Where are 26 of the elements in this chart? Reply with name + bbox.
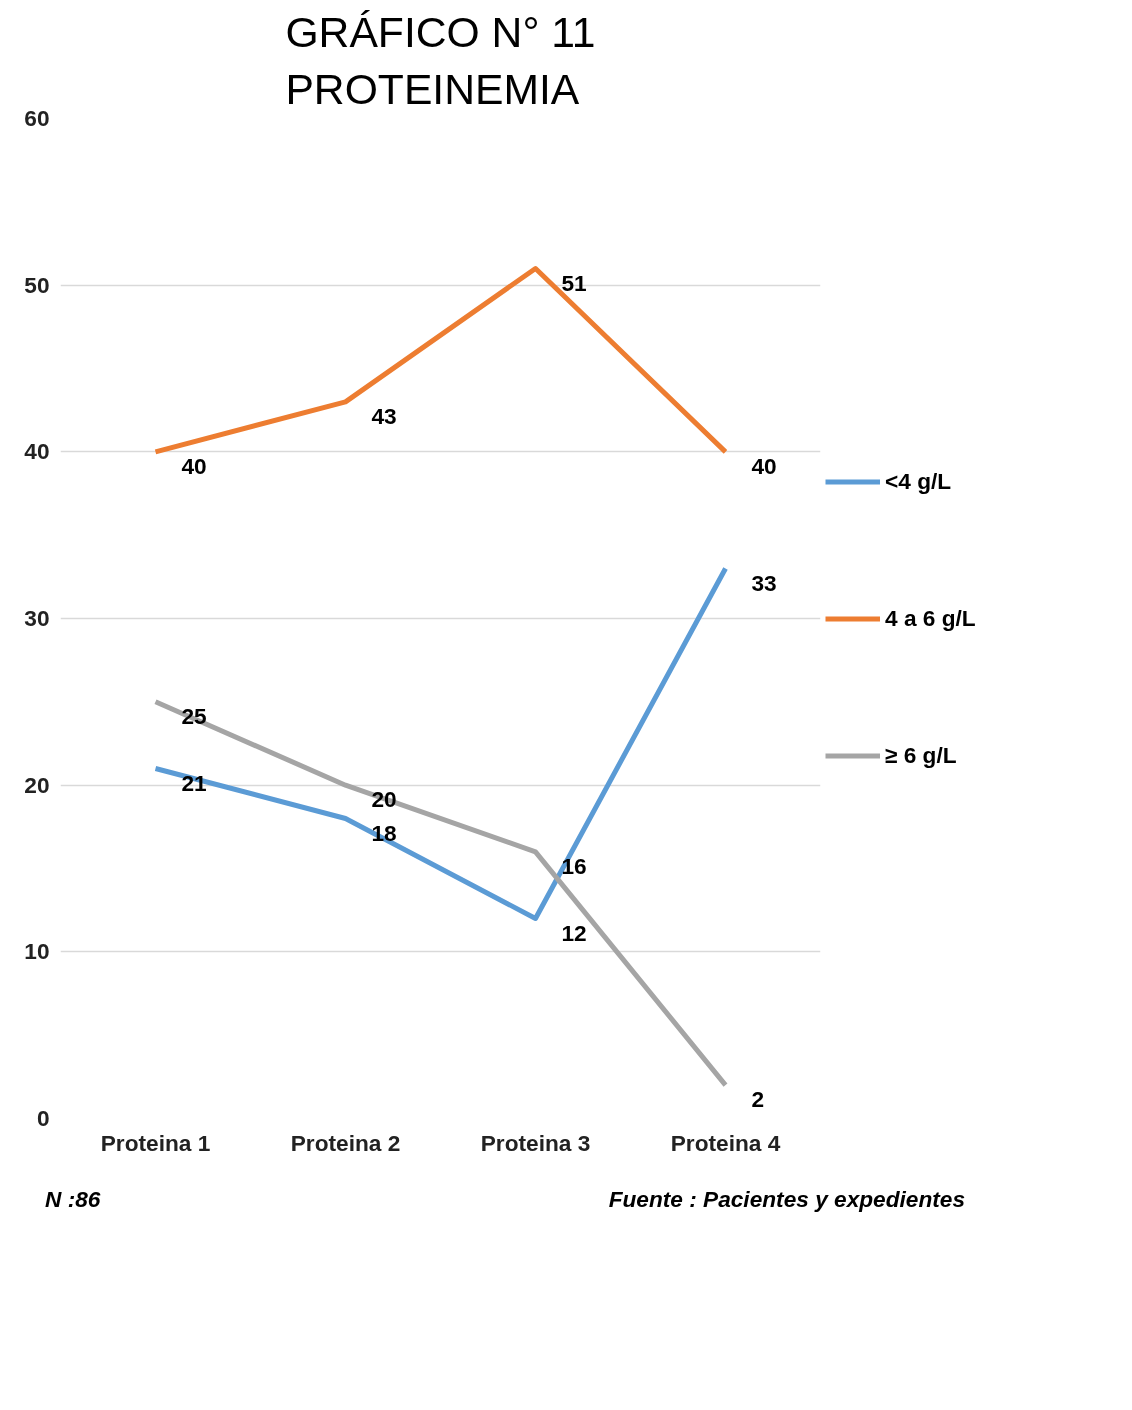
source-note: Fuente : Pacientes y expedientes: [608, 1185, 965, 1214]
data-label: 25: [181, 702, 207, 729]
data-label: 12: [561, 919, 587, 946]
x-tick-label: Proteina 1: [100, 1129, 211, 1156]
x-tick-label: Proteina 3: [480, 1129, 591, 1156]
data-label: 33: [751, 569, 777, 596]
y-tick-label: 60: [24, 105, 50, 131]
y-tick-label: 10: [24, 938, 50, 965]
y-tick-label: 0: [36, 1105, 50, 1131]
legend-label: ≥ 6 g/L: [885, 741, 957, 769]
y-tick-label: 50: [24, 271, 50, 298]
data-label: 20: [371, 786, 397, 813]
legend-label: 4 a 6 g/L: [885, 604, 976, 632]
y-tick-label: 30: [24, 605, 50, 631]
y-tick-label: 20: [24, 771, 50, 798]
data-label: 40: [181, 452, 207, 479]
data-label: 43: [371, 402, 397, 429]
x-tick-label: Proteina 2: [290, 1129, 401, 1156]
legend-label: <4 g/L: [885, 467, 952, 495]
chart-title: GRÁFICO N° 11 PROTEINEMIA: [285, 7, 596, 114]
y-tick-label: 40: [24, 438, 50, 465]
data-label: 51: [561, 269, 587, 296]
text: N :86: [45, 1185, 101, 1214]
x-tick-label: Proteina 4: [670, 1129, 781, 1156]
data-label: 40: [751, 452, 777, 479]
data-label: 2: [751, 1086, 765, 1113]
